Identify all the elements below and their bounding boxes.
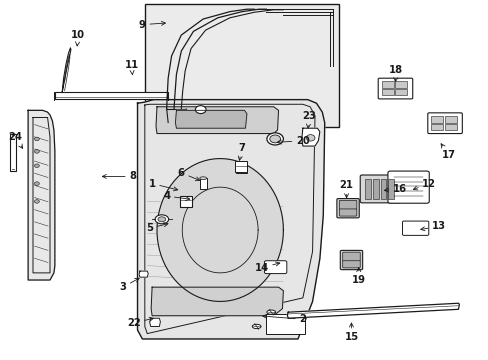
- Bar: [430, 116, 443, 123]
- Bar: [444, 123, 456, 130]
- Text: 24: 24: [8, 132, 22, 148]
- Ellipse shape: [34, 164, 39, 167]
- Bar: [200, 178, 206, 189]
- FancyBboxPatch shape: [339, 209, 356, 216]
- Bar: [430, 123, 443, 130]
- Polygon shape: [137, 100, 324, 339]
- Polygon shape: [157, 159, 283, 301]
- Ellipse shape: [266, 310, 275, 314]
- Polygon shape: [301, 128, 319, 146]
- Polygon shape: [62, 48, 71, 93]
- Text: 7: 7: [238, 143, 245, 160]
- Ellipse shape: [34, 182, 39, 185]
- Text: 23: 23: [302, 111, 315, 128]
- Text: 11: 11: [124, 60, 139, 75]
- FancyBboxPatch shape: [342, 261, 360, 268]
- FancyBboxPatch shape: [402, 221, 428, 235]
- Polygon shape: [149, 318, 160, 327]
- FancyBboxPatch shape: [360, 175, 400, 203]
- Ellipse shape: [158, 217, 165, 222]
- Bar: [365, 179, 370, 199]
- Ellipse shape: [195, 106, 205, 113]
- Text: 20: 20: [277, 136, 309, 146]
- Ellipse shape: [305, 135, 314, 141]
- Text: 22: 22: [126, 317, 153, 328]
- Text: 3: 3: [119, 278, 139, 292]
- Text: 12: 12: [412, 179, 435, 190]
- Bar: [372, 179, 378, 199]
- FancyBboxPatch shape: [180, 196, 191, 207]
- Text: 19: 19: [351, 267, 365, 285]
- Bar: [394, 81, 407, 88]
- Text: 21: 21: [339, 180, 353, 198]
- Text: 9: 9: [139, 19, 165, 30]
- Text: 15: 15: [344, 323, 358, 342]
- Polygon shape: [28, 111, 55, 280]
- Bar: [55, 93, 166, 99]
- Bar: [387, 179, 393, 199]
- Ellipse shape: [155, 215, 168, 224]
- Polygon shape: [156, 107, 278, 134]
- Bar: [144, 4, 339, 127]
- Bar: [380, 179, 386, 199]
- Text: 8: 8: [102, 171, 136, 181]
- FancyBboxPatch shape: [264, 261, 286, 274]
- Text: 6: 6: [178, 168, 199, 181]
- Polygon shape: [175, 111, 246, 128]
- Ellipse shape: [252, 324, 261, 329]
- Ellipse shape: [269, 135, 280, 143]
- Text: 4: 4: [163, 191, 189, 201]
- FancyBboxPatch shape: [342, 252, 360, 261]
- Text: 16: 16: [384, 184, 407, 194]
- Ellipse shape: [34, 200, 39, 203]
- Bar: [381, 89, 393, 95]
- FancyBboxPatch shape: [339, 201, 356, 210]
- FancyBboxPatch shape: [387, 171, 428, 203]
- Bar: [10, 134, 16, 171]
- Bar: [234, 161, 246, 172]
- Polygon shape: [287, 303, 458, 318]
- Polygon shape: [139, 271, 148, 277]
- Text: 18: 18: [388, 65, 403, 82]
- Bar: [394, 89, 407, 95]
- Text: 10: 10: [71, 30, 85, 46]
- Text: 14: 14: [254, 262, 279, 273]
- Text: 17: 17: [440, 144, 455, 160]
- Text: 1: 1: [148, 179, 177, 191]
- FancyBboxPatch shape: [336, 199, 359, 218]
- FancyBboxPatch shape: [427, 113, 461, 134]
- Ellipse shape: [200, 177, 206, 180]
- Bar: [381, 81, 393, 88]
- Bar: [444, 116, 456, 123]
- FancyBboxPatch shape: [377, 78, 412, 99]
- Ellipse shape: [34, 137, 39, 141]
- Text: 13: 13: [420, 221, 445, 231]
- Text: 2: 2: [262, 314, 305, 324]
- Text: 5: 5: [146, 223, 167, 233]
- Bar: [236, 162, 247, 173]
- Ellipse shape: [34, 150, 39, 153]
- FancyBboxPatch shape: [340, 250, 362, 270]
- Bar: [266, 314, 305, 334]
- Ellipse shape: [266, 133, 283, 145]
- Polygon shape: [151, 287, 283, 316]
